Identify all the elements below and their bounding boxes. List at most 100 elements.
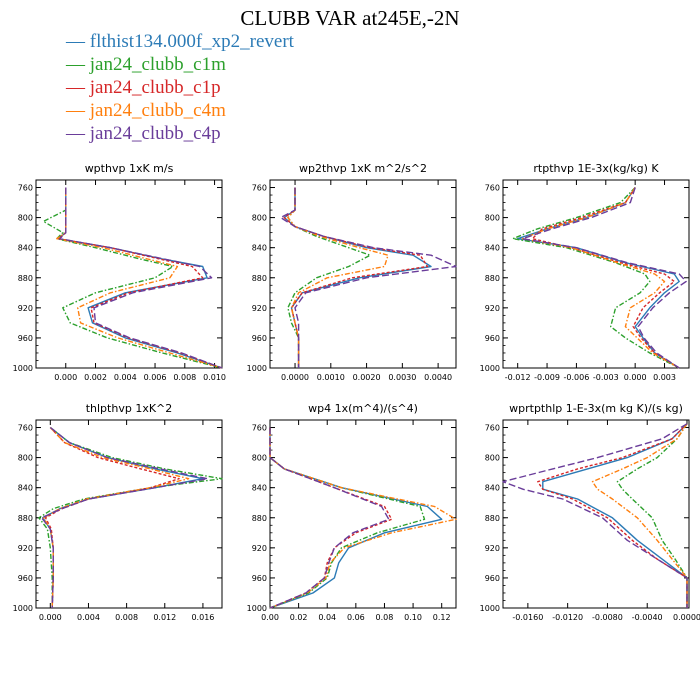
legend-entry-2: — jan24_clubb_c1p bbox=[66, 76, 294, 99]
y-tick-label: 880 bbox=[252, 514, 267, 523]
series-line-0 bbox=[283, 187, 432, 368]
series-line-4 bbox=[521, 187, 687, 369]
y-tick-label: 920 bbox=[252, 304, 267, 313]
y-tick-label: 960 bbox=[18, 334, 33, 343]
legend-label-0: flthist134.000f_xp2_revert bbox=[89, 31, 294, 52]
x-tick-label: -0.0120 bbox=[552, 613, 583, 622]
x-tick-label: 0.06 bbox=[347, 613, 365, 622]
x-tick-label: 0.0000 bbox=[281, 373, 309, 382]
y-tick-label: 760 bbox=[18, 424, 33, 433]
x-tick-label: 0.0040 bbox=[424, 373, 452, 382]
x-tick-label: 0.000 bbox=[624, 373, 647, 382]
y-tick-label: 760 bbox=[485, 184, 500, 193]
panel-frame bbox=[269, 179, 457, 369]
legend-entry-1: — jan24_clubb_c1m bbox=[66, 53, 294, 76]
series-line-4 bbox=[280, 187, 457, 368]
x-tick-label: -0.0040 bbox=[632, 613, 663, 622]
series-line-4 bbox=[269, 427, 390, 609]
x-tick-label: 0.0010 bbox=[317, 373, 345, 382]
y-tick-label: 920 bbox=[485, 544, 500, 553]
legend-entry-3: — jan24_clubb_c4m bbox=[66, 99, 294, 122]
x-tick-label: 0.008 bbox=[173, 373, 196, 382]
legend-line-4: — bbox=[66, 123, 90, 144]
panel-title: wp2thvp 1xK m^2/s^2 bbox=[299, 162, 427, 175]
series-line-1 bbox=[42, 187, 223, 369]
panel-frame bbox=[35, 179, 223, 369]
y-tick-label: 1000 bbox=[13, 364, 33, 373]
legend-entry-4: — jan24_clubb_c4p bbox=[66, 122, 294, 145]
panel-title: thlpthvp 1xK^2 bbox=[86, 402, 173, 415]
panel-title: wprtpthlp 1-E-3x(m kg K)/(s kg) bbox=[509, 402, 683, 415]
y-tick-label: 920 bbox=[485, 304, 500, 313]
x-tick-label: 0.000 bbox=[39, 613, 62, 622]
y-tick-label: 760 bbox=[485, 424, 500, 433]
panel-3: thlpthvp 1xK^2 760 800 840 880 920 960 1000 0.00… bbox=[13, 402, 223, 622]
series-line-2 bbox=[44, 427, 180, 609]
x-tick-label: -0.009 bbox=[534, 373, 560, 382]
legend-label-4: jan24_clubb_c4p bbox=[89, 123, 221, 144]
legend-entry-0: — flthist134.000f_xp2_revert bbox=[66, 30, 294, 53]
y-tick-label: 1000 bbox=[480, 364, 500, 373]
y-tick-label: 920 bbox=[18, 544, 33, 553]
y-tick-label: 960 bbox=[485, 574, 500, 583]
y-tick-label: 920 bbox=[18, 304, 33, 313]
series-line-0 bbox=[269, 427, 443, 609]
series-line-3 bbox=[287, 187, 389, 368]
x-tick-label: -0.012 bbox=[505, 373, 531, 382]
x-tick-label: 0.002 bbox=[84, 373, 107, 382]
series-line-3 bbox=[269, 427, 457, 609]
x-tick-label: 0.000 bbox=[54, 373, 77, 382]
panel-frame bbox=[35, 419, 223, 609]
series-line-4 bbox=[502, 423, 688, 608]
x-tick-label: -0.0080 bbox=[592, 613, 623, 622]
x-tick-label: -0.006 bbox=[564, 373, 590, 382]
y-tick-label: 840 bbox=[18, 244, 33, 253]
x-tick-label: 0.010 bbox=[203, 373, 226, 382]
x-tick-label: -0.0160 bbox=[512, 613, 543, 622]
x-tick-label: 0.006 bbox=[144, 373, 167, 382]
panel-0: wpthvp 1xK m/s 760 800 840 880 920 960 1000 0.00… bbox=[13, 162, 226, 382]
legend-line-1: — bbox=[66, 54, 90, 75]
legend-line-2: — bbox=[66, 77, 90, 98]
y-tick-label: 960 bbox=[252, 574, 267, 583]
panel-4: wp4 1x(m^4)/(s^4)76080084088092096010000… bbox=[247, 402, 457, 622]
panel-frame bbox=[502, 179, 690, 369]
legend-label-1: jan24_clubb_c1m bbox=[89, 54, 226, 75]
y-tick-label: 840 bbox=[252, 484, 267, 493]
y-tick-label: 800 bbox=[485, 214, 500, 223]
y-tick-label: 760 bbox=[252, 424, 267, 433]
y-tick-label: 880 bbox=[18, 514, 33, 523]
legend: — flthist134.000f_xp2_revert — jan24_clu… bbox=[66, 30, 294, 145]
y-tick-label: 840 bbox=[18, 484, 33, 493]
panel-2: rtpthvp 1E-3x(kg/kg) K 760 800 840 880 920 960… bbox=[480, 162, 690, 382]
y-tick-label: 880 bbox=[18, 274, 33, 283]
y-tick-label: 960 bbox=[252, 334, 267, 343]
x-tick-label: -0.003 bbox=[593, 373, 619, 382]
series-line-2 bbox=[57, 187, 223, 369]
panel-title: rtpthvp 1E-3x(kg/kg) K bbox=[533, 162, 659, 175]
series-line-4 bbox=[41, 426, 209, 609]
x-tick-label: 0.008 bbox=[115, 613, 138, 622]
legend-line-0: — bbox=[66, 31, 90, 52]
legend-line-3: — bbox=[66, 100, 90, 121]
y-tick-label: 1000 bbox=[480, 604, 500, 613]
series-line-2 bbox=[283, 187, 429, 368]
x-tick-label: 0.016 bbox=[191, 613, 214, 622]
y-tick-label: 960 bbox=[485, 334, 500, 343]
legend-label-2: jan24_clubb_c1p bbox=[89, 77, 221, 98]
panel-title: wpthvp 1xK m/s bbox=[85, 162, 174, 175]
panel-5: wprtpthlp 1-E-3x(m kg K)/(s kg) 760 800 840… bbox=[480, 402, 700, 622]
y-tick-label: 880 bbox=[485, 274, 500, 283]
y-tick-label: 880 bbox=[252, 274, 267, 283]
series-line-1 bbox=[616, 423, 688, 608]
panel-frame bbox=[269, 419, 457, 609]
y-tick-label: 1000 bbox=[247, 604, 267, 613]
series-line-1 bbox=[512, 187, 680, 369]
series-line-0 bbox=[517, 187, 680, 369]
y-tick-label: 760 bbox=[18, 184, 33, 193]
x-tick-label: 0.00 bbox=[261, 613, 279, 622]
series-line-2 bbox=[531, 187, 680, 369]
series-line-3 bbox=[56, 187, 223, 369]
x-tick-label: 0.0000 bbox=[673, 613, 700, 622]
series-line-0 bbox=[542, 423, 688, 608]
